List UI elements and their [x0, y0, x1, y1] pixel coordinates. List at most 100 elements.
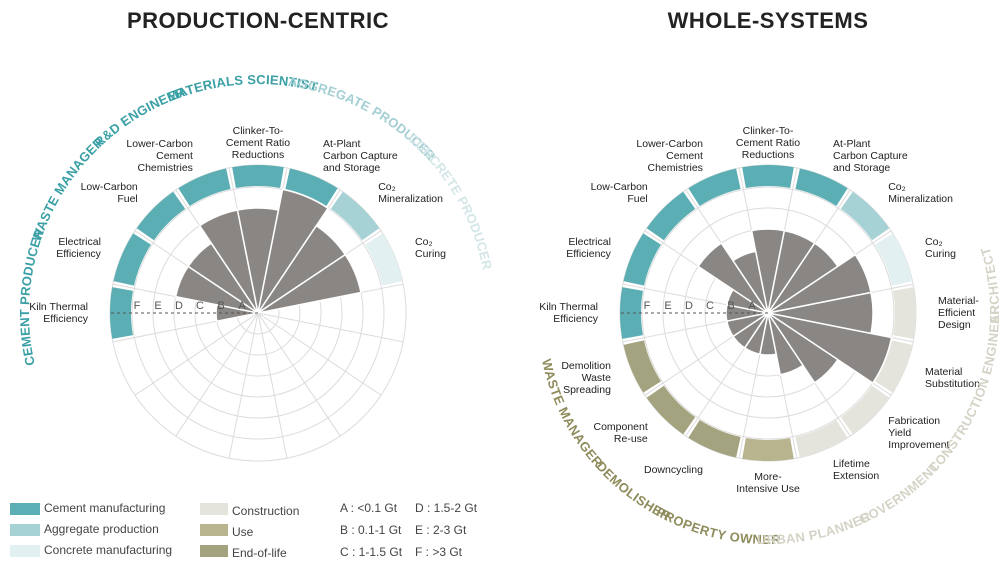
phase-band	[623, 233, 661, 286]
chart-title: PRODUCTION-CENTRIC	[127, 8, 389, 33]
stakeholder-label-path: ARCHITECT	[978, 245, 1002, 324]
phase-band	[688, 420, 741, 458]
segment-label-line: Carbon Capture	[323, 150, 398, 162]
scale-legend: B : 0.1-1 Gt	[340, 523, 402, 537]
scale-legend: E : 2-3 Gt	[415, 523, 467, 537]
grid-spoke	[228, 312, 259, 459]
segment-label-line: Kiln Thermal	[29, 301, 88, 313]
segment-label: Low-Carbon Fuel	[591, 181, 648, 205]
stakeholder-label: ARCHITECT	[978, 245, 1002, 324]
segment-label: Clinker-To-Cement Ratio Reductions	[226, 125, 290, 161]
segment-label: Downcycling	[644, 464, 703, 476]
segment-label-line: Efficiency	[566, 248, 611, 260]
segment-label: Component Re-use	[593, 421, 647, 445]
segment-label-line: Fabrication	[888, 415, 940, 427]
scale-letter: C	[706, 300, 714, 312]
segment-label: Lower-Carbon Cement Chemistries	[126, 138, 193, 174]
segment-label-line: Lower-Carbon	[126, 138, 193, 150]
legend-label: Concrete manufacturing	[44, 543, 172, 557]
legend-swatch	[10, 503, 40, 515]
segment-label-line: and Storage	[833, 162, 890, 174]
phase-band	[113, 233, 151, 286]
segment-label-line: Clinker-To-	[743, 125, 794, 137]
segment-label-line: Cement	[666, 150, 703, 162]
stakeholder-label-path: CEMENT PRODUCER	[17, 227, 47, 367]
grid-spoke	[134, 312, 259, 396]
segment-label-line: Efficiency	[56, 248, 101, 260]
segment-label-line: and Storage	[323, 162, 380, 174]
segment-label-line: Lower-Carbon	[636, 138, 703, 150]
segment-label: Low-Carbon Fuel	[81, 181, 138, 205]
grid-spoke	[257, 312, 288, 459]
phase-band	[623, 340, 661, 393]
segment-label-line: Fuel	[117, 193, 137, 205]
segment-label-line: Improvement	[888, 439, 949, 451]
segment-label: Co₂ Curing	[415, 236, 446, 260]
segment-label-line: Curing	[925, 248, 956, 260]
phase-band	[109, 287, 133, 339]
segment-label-line: Material	[925, 366, 962, 378]
segment-label-line: Kiln Thermal	[539, 301, 598, 313]
stakeholder-label: CEMENT PRODUCER	[17, 227, 47, 367]
phase-band	[365, 233, 403, 286]
segment-label-line: Efficiency	[43, 313, 88, 325]
phase-band	[875, 340, 913, 393]
segment-label: Lower-Carbon Cement Chemistries	[636, 138, 703, 174]
chart-title: WHOLE-SYSTEMS	[668, 8, 869, 33]
segment-label-line: Reductions	[742, 149, 795, 161]
stakeholder-label-path: URBAN PLANNER	[757, 509, 874, 548]
scale-legend: C : 1-1.5 Gt	[340, 545, 403, 559]
segment-label-line: Re-use	[614, 433, 648, 445]
segment-label-line: Mineralization	[378, 193, 443, 205]
phase-band	[893, 287, 916, 339]
phase-band	[840, 385, 890, 435]
scale-letter: D	[685, 300, 693, 312]
segment-label: At-Plant Carbon Capture and Storage	[323, 138, 398, 174]
stakeholder-label: URBAN PLANNER	[757, 509, 874, 548]
segment-label: Material Substitution	[925, 366, 980, 390]
scale-letter: A	[748, 300, 756, 312]
segment-label-line: Intensive Use	[736, 483, 800, 495]
segment-label: Material-Efficient Design	[938, 295, 979, 331]
segment-label-line: Demolition	[561, 360, 611, 372]
grid-spoke	[257, 312, 382, 396]
phase-band	[840, 191, 890, 241]
phase-band	[646, 385, 696, 435]
scale-letter: B	[727, 300, 734, 312]
phase-band	[795, 168, 848, 206]
segment-label-line: Chemistries	[138, 162, 193, 174]
segment-label-line: Low-Carbon	[591, 181, 648, 193]
phase-band	[620, 287, 643, 339]
segment-label-line: Fuel	[627, 193, 647, 205]
segment-label-line: Waste	[582, 372, 612, 384]
phase-band	[795, 420, 848, 458]
wedge	[256, 253, 362, 314]
scale-legend: D : 1.5-2 Gt	[415, 501, 478, 515]
segment-label-line: Electrical	[58, 236, 101, 248]
phase-band	[136, 191, 186, 241]
segment-label-line: Clinker-To-	[233, 125, 284, 137]
phase-band	[178, 168, 231, 206]
phase-band	[742, 164, 794, 188]
segment-label: Electrical Efficiency	[566, 236, 611, 260]
segment-label-line: Co₂	[925, 236, 943, 248]
segment-label: Kiln Thermal Efficiency	[29, 301, 88, 325]
segment-label: Electrical Efficiency	[56, 236, 101, 260]
legend-label: Cement manufacturing	[44, 501, 165, 515]
segment-label-line: Low-Carbon	[81, 181, 138, 193]
scale-letter: F	[134, 300, 141, 312]
segment-label: Fabrication Yield Improvement	[888, 415, 949, 451]
scale-legend: F : >3 Gt	[415, 545, 463, 559]
legend-label: Construction	[232, 504, 299, 518]
legend-label: End-of-life	[232, 546, 287, 560]
segment-label: Lifetime Extension	[833, 458, 879, 482]
segment-label-line: Co₂	[378, 181, 396, 193]
grid-spoke	[257, 312, 341, 437]
scale-legend: A : <0.1 Gt	[340, 501, 398, 515]
segment-label-line: Spreading	[563, 384, 611, 396]
segment-label: Co₂ Curing	[925, 236, 956, 260]
segment-label-line: More-	[754, 471, 782, 483]
segment-label-line: Substitution	[925, 378, 980, 390]
scale-letter: C	[196, 300, 204, 312]
